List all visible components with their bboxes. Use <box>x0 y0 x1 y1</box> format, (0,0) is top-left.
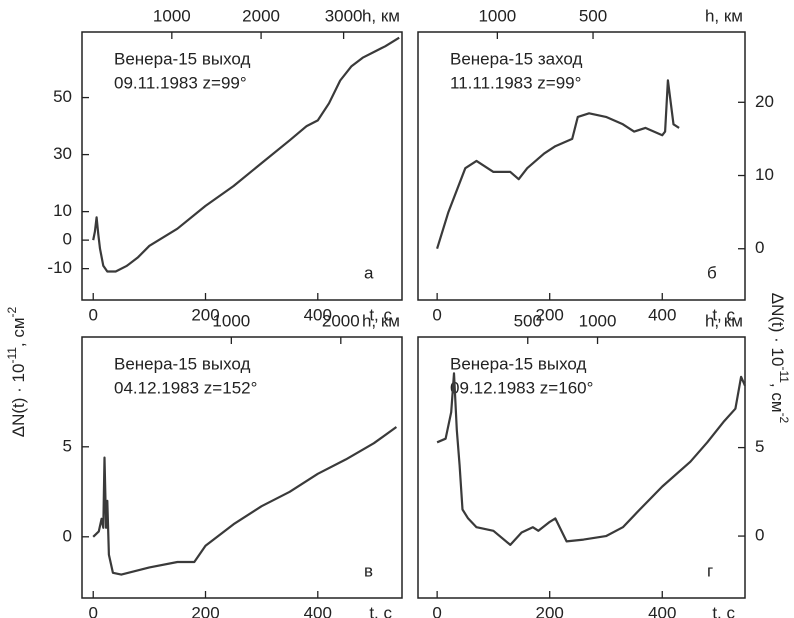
y-tick-label: -10 <box>47 258 72 277</box>
x-tick-label: 200 <box>191 305 219 324</box>
data-line <box>92 36 400 273</box>
top-axis-label: h, км <box>362 6 400 25</box>
y-tick-label: 20 <box>755 92 774 111</box>
y-label-exponent: -11 <box>5 347 19 364</box>
y-tick-label: 50 <box>53 87 72 106</box>
x-tick-label: 0 <box>88 603 97 618</box>
annotation: Венера-15 выход <box>114 49 250 68</box>
top-tick-label: 2000 <box>242 6 280 25</box>
x-axis-label: t, c <box>369 603 392 618</box>
panel-label: г <box>707 561 713 580</box>
y-tick-label: 0 <box>755 238 764 257</box>
x-axis-label: t, c <box>369 305 392 324</box>
y-tick-label: 5 <box>63 436 72 455</box>
y-label-exponent: -2 <box>777 413 791 424</box>
y-axis-label: ΔN(t) · 10-11, см-2 <box>768 293 791 424</box>
y-tick-label: 0 <box>755 526 764 545</box>
y-tick-label: 5 <box>755 437 764 456</box>
y-tick-label: 0 <box>63 526 72 545</box>
y-label-exponent: -2 <box>5 306 19 317</box>
panel-label: в <box>364 561 373 580</box>
top-tick-label: 1000 <box>153 6 191 25</box>
panel-label: б <box>707 263 717 282</box>
x-tick-label: 400 <box>648 603 676 618</box>
x-tick-label: 400 <box>304 603 332 618</box>
top-axis-label: h, км <box>362 311 400 330</box>
top-tick-label: 1000 <box>579 311 617 330</box>
panel-label: а <box>364 263 374 282</box>
annotation: 04.12.1983 z=152° <box>114 378 257 397</box>
x-axis-label: t, c <box>712 305 735 324</box>
x-tick-label: 0 <box>432 305 441 324</box>
plot-frame <box>81 336 403 599</box>
top-tick-label: 1000 <box>478 6 516 25</box>
y-tick-label: 10 <box>755 165 774 184</box>
y-tick-label: 0 <box>63 230 72 249</box>
x-axis-label: t, c <box>712 603 735 618</box>
data-line <box>436 372 747 546</box>
y-label-exponent: -11 <box>777 366 791 383</box>
x-tick-label: 400 <box>304 305 332 324</box>
x-tick-label: 0 <box>432 603 441 618</box>
y-label-text: , см <box>768 383 787 413</box>
y-label-text: , см <box>9 317 28 347</box>
top-tick-label: 1000 <box>212 311 250 330</box>
y-tick-label: 10 <box>53 201 72 220</box>
x-tick-label: 400 <box>648 305 676 324</box>
annotation: 11.11.1983 z=99° <box>450 73 581 92</box>
annotation: Венера-15 выход <box>114 354 250 373</box>
top-axis-label: h, км <box>705 6 743 25</box>
top-tick-label: 500 <box>514 311 542 330</box>
plot-frame <box>81 31 403 301</box>
top-tick-label: 3000 <box>325 6 363 25</box>
x-tick-label: 200 <box>536 603 564 618</box>
annotation: Венера-15 выход <box>450 354 586 373</box>
y-label-text: ΔN(t) · 10 <box>768 293 787 367</box>
plot-frame <box>417 31 746 301</box>
annotation: 09.12.1983 z=160° <box>450 378 593 397</box>
y-tick-label: 30 <box>53 144 72 163</box>
y-axis-label: ΔN(t) · 10-11, см-2 <box>5 306 28 437</box>
annotation: Венера-15 заход <box>450 49 582 68</box>
top-tick-label: 2000 <box>322 311 360 330</box>
data-line <box>92 426 398 576</box>
top-tick-label: 500 <box>579 6 607 25</box>
x-tick-label: 200 <box>191 603 219 618</box>
annotation: 09.11.1983 z=99° <box>114 73 247 92</box>
top-axis-label: h, км <box>705 311 743 330</box>
y-label-text: ΔN(t) · 10 <box>9 364 28 438</box>
plot-frame <box>417 336 746 599</box>
x-tick-label: 200 <box>536 305 564 324</box>
data-line <box>436 79 680 250</box>
x-tick-label: 0 <box>88 305 97 324</box>
